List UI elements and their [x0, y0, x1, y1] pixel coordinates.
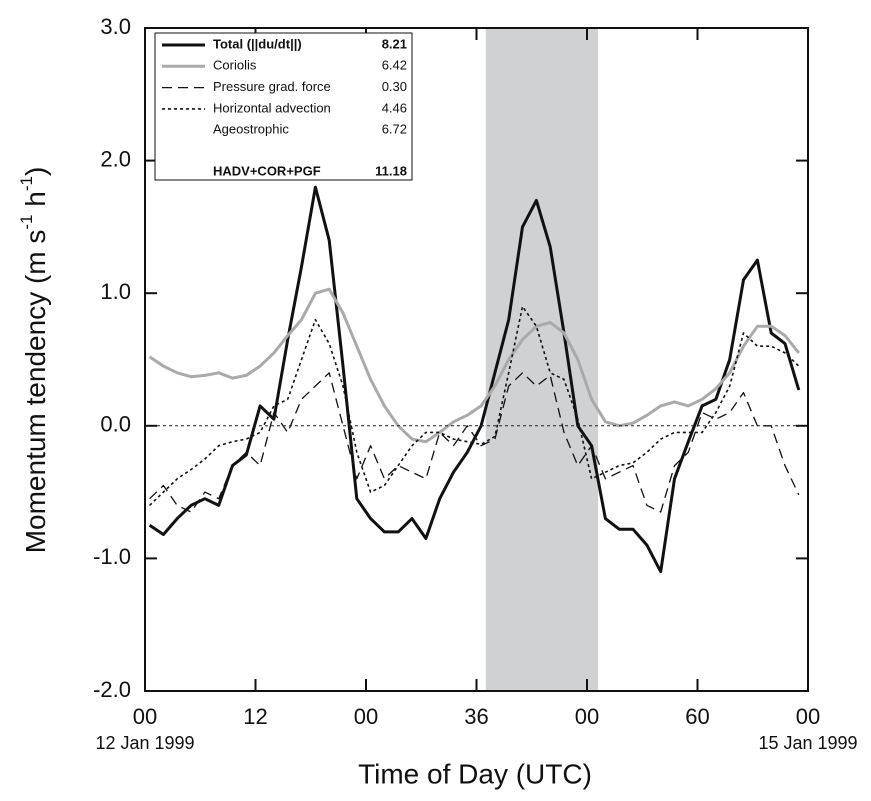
- series-line: [149, 372, 800, 513]
- y-axis-title-part: Momentum tendency (m s: [20, 230, 51, 554]
- legend: Total (||du/dt||) 8.21 Coriolis 6.42 Pressur…: [154, 32, 413, 181]
- legend-label: HADV+COR+PGF: [213, 163, 321, 178]
- legend-label: Coriolis: [213, 58, 257, 73]
- legend-value: 6.42: [382, 58, 407, 73]
- legend-value: 11.18: [375, 163, 407, 178]
- legend-value: 0.30: [382, 79, 407, 94]
- y-tick-label: 0.0: [100, 412, 131, 437]
- x-axis-title: Time of Day (UTC): [358, 758, 592, 789]
- y-axis-title-superscript: -1: [17, 176, 36, 191]
- legend-label: Total (||du/dt||): [213, 36, 302, 51]
- y-tick-label: 2.0: [100, 146, 131, 171]
- x-tick-label: 36: [464, 704, 488, 729]
- legend-label: Pressure grad. force: [213, 79, 331, 94]
- legend-label: Horizontal advection: [213, 100, 331, 115]
- y-tick-label: 3.0: [100, 14, 131, 39]
- date-label: 12 Jan 1999: [95, 733, 194, 753]
- y-tick-label: 1.0: [100, 279, 131, 304]
- series-line: [148, 287, 800, 444]
- shaded-span: [485, 28, 599, 691]
- x-tick-label: 00: [796, 704, 820, 729]
- x-tick-label: 00: [575, 704, 599, 729]
- legend-value: 8.21: [382, 36, 407, 51]
- legend-value: 4.46: [382, 100, 407, 115]
- y-axis-title: Momentum tendency (m s-1 h-1): [17, 167, 51, 554]
- axes-layer: -2.0 -1.0 0.0 1.0 2.0 3.0 00 12 00 36 00 60 00 12 Jan…: [93, 14, 857, 753]
- series-line: [149, 305, 800, 506]
- y-axis-title-part: ): [20, 167, 51, 176]
- legend-value: 6.72: [382, 121, 407, 136]
- lines-layer: [148, 185, 801, 574]
- x-tick-label: 00: [133, 704, 157, 729]
- y-axis-title-part: h: [20, 191, 51, 214]
- date-label: 15 Jan 1999: [758, 733, 857, 753]
- x-tick-label: 00: [354, 704, 378, 729]
- y-axis-title-superscript: -1: [17, 215, 36, 230]
- x-tick-label: 60: [685, 704, 709, 729]
- x-tick-label: 12: [243, 704, 267, 729]
- legend-box: [154, 32, 413, 181]
- shade-layer: [485, 28, 599, 691]
- y-tick-label: -2.0: [93, 677, 131, 702]
- series-line: [148, 185, 801, 574]
- y-tick-label: -1.0: [93, 544, 131, 569]
- legend-label: Ageostrophic: [213, 121, 289, 136]
